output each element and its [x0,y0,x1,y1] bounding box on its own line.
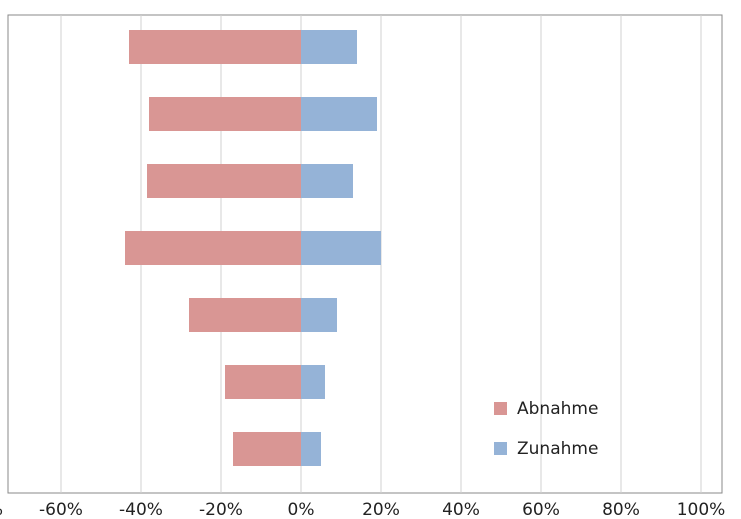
bar [301,97,377,131]
x-tick-label: 100% [677,500,726,519]
bar [147,164,301,198]
x-tick-label: -40% [119,500,163,519]
legend-swatch [494,442,507,455]
x-tick-label: 20% [362,500,400,519]
bar [301,164,353,198]
bar [301,231,381,265]
bar [301,432,321,466]
bar [301,298,337,332]
x-tick-label: -80% [0,500,3,519]
x-tick-label: -20% [199,500,243,519]
bar [189,298,301,332]
legend-label: Abnahme [517,399,598,419]
x-tick-label: 60% [522,500,560,519]
bar [233,432,301,466]
bar [301,365,325,399]
bar [129,30,301,64]
x-tick-label: 0% [288,500,315,519]
legend-label: Zunahme [517,439,598,459]
bar [225,365,301,399]
x-tick-label: 80% [602,500,640,519]
legend-swatch [494,402,507,415]
x-tick-label: 40% [442,500,480,519]
bar [301,30,357,64]
x-tick-label: -60% [39,500,83,519]
plot-frame [7,14,723,494]
bar [125,231,301,265]
bar [149,97,301,131]
